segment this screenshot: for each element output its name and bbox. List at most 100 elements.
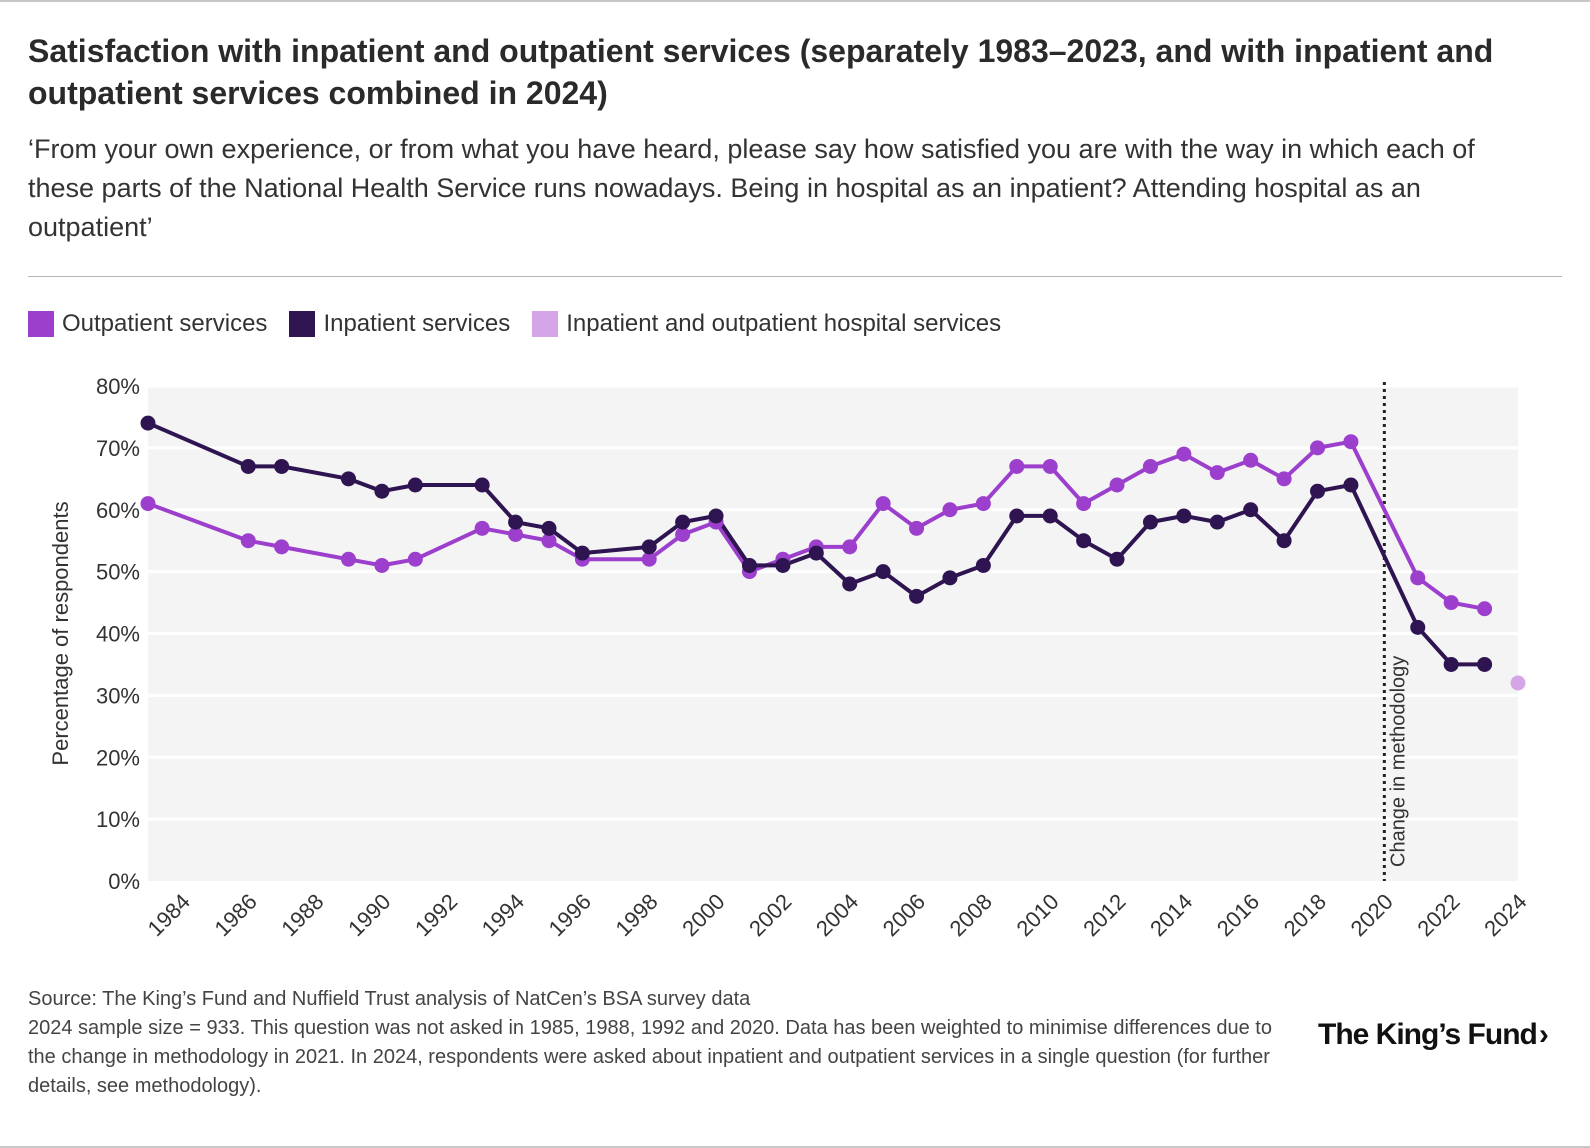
x-tick-label: 2002 [744,889,796,941]
data-point [1243,502,1259,518]
x-tick-label: 2000 [677,889,729,941]
x-tick-label: 1998 [610,889,662,941]
legend-swatch-combined [532,311,559,337]
data-point [975,496,991,512]
legend-swatch-outpatient [28,311,54,337]
data-point [1410,619,1426,635]
x-tick-label: 1986 [209,889,261,941]
x-tick-label: 2024 [1479,889,1531,941]
legend: Outpatient services Inpatient services I… [28,310,1023,338]
data-point [1176,508,1192,524]
legend-swatch-inpatient [289,311,316,337]
legend-item-inpatient[interactable]: Inpatient services [289,310,510,338]
x-tick-label: 2006 [878,889,930,941]
data-point [1243,452,1259,468]
data-point [909,588,925,604]
data-point [641,539,657,555]
y-axis-label: Percentage of respondents [48,501,73,765]
y-tick-label: 50% [96,560,140,585]
data-point [942,570,958,586]
data-point [842,576,858,592]
y-tick-label: 20% [96,745,140,770]
legend-item-combined[interactable]: Inpatient and outpatient hospital servic… [532,310,1001,338]
data-point [842,539,858,555]
data-point [1310,440,1326,456]
data-point [775,557,791,573]
x-tick-label: 1996 [544,889,596,941]
data-point [1209,465,1225,481]
data-point [741,557,757,573]
data-point [1343,434,1359,450]
data-point [1410,570,1426,586]
top-rule [0,0,1590,2]
data-point [508,527,524,542]
x-tick-label: 2008 [945,889,997,941]
data-point [875,496,891,512]
header-divider [28,276,1562,277]
x-tick-label: 2018 [1279,889,1331,941]
data-point [641,551,657,567]
source-note: Source: The King’s Fund and Nuffield Tru… [28,988,751,1010]
x-tick-label: 1984 [143,889,195,941]
chevron-right-icon: › [1538,1018,1549,1051]
data-point [574,545,590,561]
chart-title: Satisfaction with inpatient and outpatie… [28,33,1494,111]
x-tick-label: 1990 [343,889,395,941]
data-point [474,520,490,536]
data-point [474,477,490,493]
data-point [1009,508,1025,524]
data-point [340,551,356,567]
data-point [1142,514,1158,530]
x-tick-label: 2014 [1145,889,1197,941]
data-point [140,415,156,431]
data-point [909,520,925,536]
data-point [675,527,691,542]
data-point [1009,458,1025,474]
data-point [1276,471,1292,487]
methodology-note: 2024 sample size = 933. This question wa… [28,1017,1272,1097]
data-point [407,551,423,567]
x-tick-label: 2010 [1011,889,1063,941]
data-point [1477,601,1493,617]
y-tick-label: 70% [96,436,140,461]
footer: Source: The King’s Fund and Nuffield Tru… [28,985,1278,1101]
x-tick-label: 1992 [410,889,462,941]
y-tick-label: 60% [96,498,140,523]
kings-fund-logo: The King’s Fund› [1318,1018,1549,1052]
data-point [1443,656,1459,672]
x-tick-label: 1994 [477,889,529,941]
x-tick-label: 2016 [1212,889,1264,941]
data-point [407,477,423,493]
data-point [1042,458,1058,474]
x-tick-label: 2004 [811,889,863,941]
x-tick-label: 2022 [1412,889,1464,941]
data-point [708,508,724,524]
data-point [675,514,691,530]
chart-subtitle: ‘From your own experience, or from what … [28,134,1475,242]
x-tick-label: 2012 [1078,889,1130,941]
data-point [1176,446,1192,462]
data-point [1310,483,1326,499]
data-point [374,557,390,573]
data-point [541,533,557,549]
legend-label-inpatient: Inpatient services [323,310,511,337]
y-tick-label: 0% [108,869,140,894]
x-tick-label: 1988 [276,889,328,941]
data-point [942,502,958,518]
legend-label-combined: Inpatient and outpatient hospital servic… [566,310,1002,337]
data-point [975,557,991,573]
data-point [274,539,290,555]
legend-label-outpatient: Outpatient services [62,310,268,337]
data-point [1510,675,1526,691]
methodology-change-label: Change in methodology [1387,656,1409,867]
y-tick-label: 10% [96,807,140,832]
data-point [1443,595,1459,611]
data-point [1076,496,1092,512]
logo-text: The King’s Fund [1318,1018,1538,1051]
data-point [508,514,524,530]
y-tick-label: 40% [96,622,140,647]
data-point [875,564,891,580]
legend-item-outpatient[interactable]: Outpatient services [28,310,267,338]
data-point [541,520,557,536]
data-point [1209,514,1225,530]
